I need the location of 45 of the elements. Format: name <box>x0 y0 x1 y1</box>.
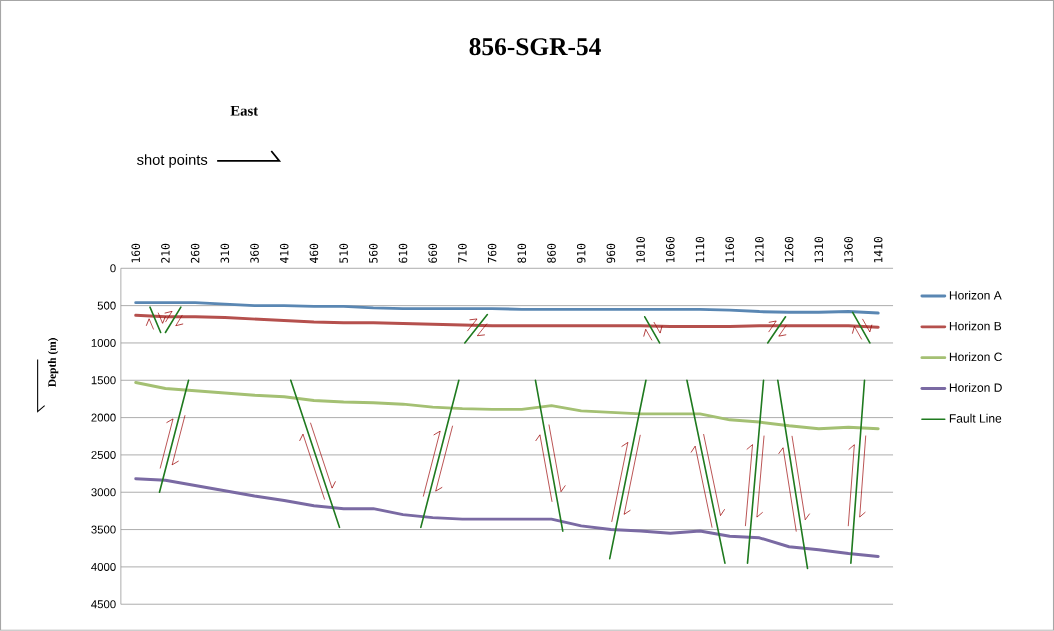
x-tick-label: 1110 <box>695 237 705 263</box>
x-tick-label: 460 <box>309 243 319 264</box>
x-tick-label: 1210 <box>755 237 764 263</box>
x-tick-label: 810 <box>517 243 527 263</box>
legend-label: Fault Line <box>949 413 1002 423</box>
x-tick-label: 910 <box>576 243 586 263</box>
y-tick-label: 0 <box>110 264 116 273</box>
text: East <box>230 106 259 116</box>
x-tick-label: 410 <box>279 243 289 264</box>
x-tick-label: 1360 <box>844 237 853 263</box>
x-tick-label: 1010 <box>636 237 645 263</box>
chart-title: 856-SGR-54 <box>469 38 601 56</box>
x-tick-label: 860 <box>547 243 556 263</box>
legend-label: Horizon A <box>949 290 1002 300</box>
x-tick-label: 610 <box>398 243 408 263</box>
x-tick-label: 1410 <box>873 237 883 263</box>
x-tick-label: 1060 <box>666 237 675 263</box>
y-tick-label: 1000 <box>91 339 116 348</box>
y-tick-label: 2000 <box>91 413 116 422</box>
x-tick-label: 960 <box>606 243 616 263</box>
legend-label: Horizon C <box>949 352 1002 362</box>
x-tick-label: 310 <box>220 243 230 263</box>
y-tick-label: 1500 <box>91 376 116 385</box>
x-tick-label: 160 <box>131 243 141 263</box>
y-tick-label: 3000 <box>91 488 116 497</box>
x-tick-label: 760 <box>487 243 497 263</box>
legend-label: Horizon D <box>949 383 1002 392</box>
y-tick-label: 500 <box>97 301 116 310</box>
y-axis-title: Depth (m) <box>47 338 59 387</box>
x-tick-label: 360 <box>250 243 259 263</box>
x-tick-label: 260 <box>190 243 200 263</box>
x-tick-label: 560 <box>369 243 378 263</box>
x-tick-label: 660 <box>428 243 438 263</box>
y-tick-label: 4000 <box>91 562 116 571</box>
x-tick-label: 510 <box>339 243 348 263</box>
y-tick-label: 3500 <box>91 525 116 534</box>
x-tick-label: 710 <box>458 243 467 263</box>
y-tick-label: 4500 <box>91 600 116 609</box>
x-tick-label: 210 <box>161 243 170 263</box>
x-tick-label: 1160 <box>725 237 734 263</box>
x-axis-title: shot points <box>137 154 208 168</box>
x-tick-label: 1260 <box>784 237 794 263</box>
y-tick-label: 2500 <box>91 450 116 460</box>
legend-label: Horizon B <box>949 321 1002 331</box>
x-tick-label: 1310 <box>814 237 824 263</box>
